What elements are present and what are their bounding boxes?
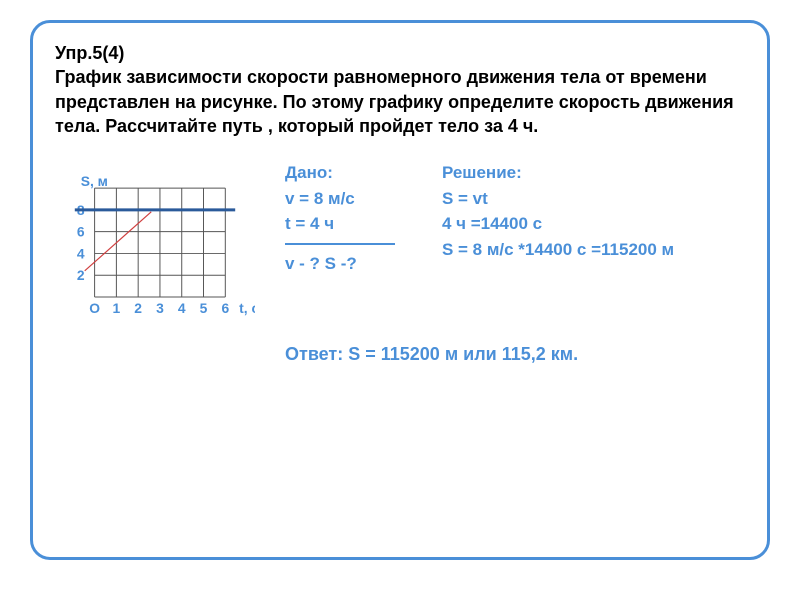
svg-text:5: 5 (200, 300, 208, 316)
answer-text: Ответ: S = 115200 м или 115,2 км. (285, 344, 578, 364)
given-velocity: v = 8 м/с (285, 186, 432, 212)
svg-text:S, м: S, м (81, 173, 108, 189)
work-area: S, м8642О123456t, c Дано: v = 8 м/с t = … (55, 160, 745, 340)
given-question: v - ? S -? (285, 251, 432, 277)
chart-block: S, м8642О123456t, c (55, 160, 275, 340)
svg-text:4: 4 (178, 300, 186, 316)
given-heading: Дано: (285, 160, 432, 186)
answer-block: Ответ: S = 115200 м или 115,2 км. (285, 344, 745, 365)
solution-conversion: 4 ч =14400 с (442, 211, 745, 237)
given-separator (285, 243, 395, 245)
solution-formula: S = vt (442, 186, 745, 212)
svg-text:t, c: t, c (239, 300, 255, 316)
given-time: t = 4 ч (285, 211, 432, 237)
svg-text:1: 1 (113, 300, 121, 316)
svg-text:О: О (89, 300, 100, 316)
svg-text:2: 2 (77, 267, 85, 283)
velocity-chart: S, м8642О123456t, c (55, 160, 255, 335)
solution-heading: Решение: (442, 160, 745, 186)
svg-text:6: 6 (221, 300, 229, 316)
problem-statement: Упр.5(4) График зависимости скорости рав… (55, 41, 745, 138)
svg-text:3: 3 (156, 300, 164, 316)
solution-calc: S = 8 м/с *14400 с =115200 м (442, 237, 745, 263)
svg-text:6: 6 (77, 224, 85, 240)
given-block: Дано: v = 8 м/с t = 4 ч v - ? S -? (285, 160, 432, 276)
problem-body: График зависимости скорости равномерного… (55, 67, 734, 136)
problem-title: Упр.5(4) (55, 43, 124, 63)
solution-block: Решение: S = vt 4 ч =14400 с S = 8 м/с *… (442, 160, 745, 262)
content-area: Упр.5(4) График зависимости скорости рав… (33, 23, 767, 383)
svg-text:4: 4 (77, 246, 85, 262)
slide-frame: Упр.5(4) График зависимости скорости рав… (30, 20, 770, 560)
svg-text:2: 2 (134, 300, 142, 316)
